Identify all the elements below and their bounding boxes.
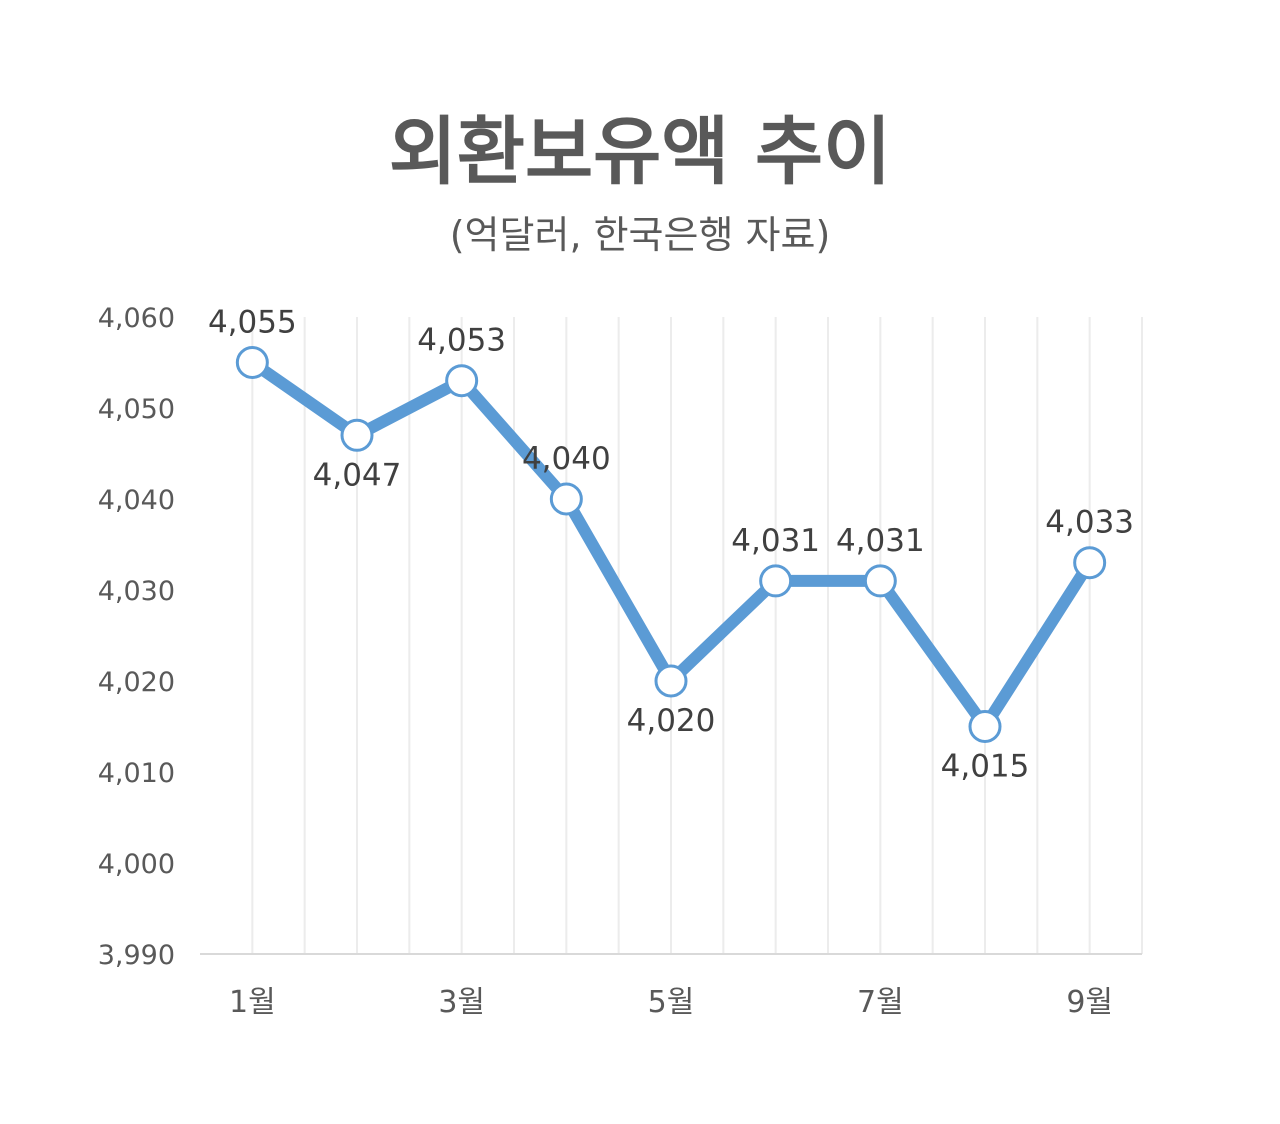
y-tick-label: 4,010 <box>98 758 175 789</box>
y-tick-label: 4,030 <box>98 576 175 607</box>
y-tick-label: 4,020 <box>98 667 175 698</box>
data-label: 4,040 <box>522 441 611 477</box>
x-tick-label: 1월 <box>229 985 276 1020</box>
y-tick-label: 3,990 <box>98 940 175 971</box>
y-tick-label: 4,060 <box>98 303 175 334</box>
chart-subtitle: (억달러, 한국은행 자료) <box>449 213 831 257</box>
data-point <box>235 346 269 379</box>
data-label: 4,031 <box>731 523 820 559</box>
data-label: 4,033 <box>1045 505 1134 541</box>
x-tick-label: 9월 <box>1066 985 1113 1020</box>
x-tick-label: 3월 <box>438 985 485 1020</box>
data-label: 4,020 <box>627 703 716 739</box>
data-label: 4,055 <box>208 305 297 341</box>
chart-title: 외환보유액 추이 <box>388 109 892 195</box>
y-tick-label: 4,000 <box>98 849 175 880</box>
x-tick-label: 7월 <box>857 985 904 1020</box>
data-label: 4,047 <box>313 457 402 493</box>
data-point <box>863 564 897 598</box>
data-point <box>1073 546 1107 580</box>
data-point <box>968 710 1002 743</box>
data-point <box>654 664 688 698</box>
y-tick-label: 4,040 <box>98 485 175 516</box>
data-label: 4,015 <box>941 749 1030 785</box>
data-label: 4,031 <box>836 523 925 559</box>
x-tick-label: 5월 <box>648 985 695 1020</box>
y-tick-label: 4,050 <box>98 394 175 425</box>
data-point <box>759 564 793 598</box>
data-label: 4,053 <box>417 323 506 359</box>
data-point <box>445 364 479 398</box>
data-point <box>340 418 374 452</box>
data-point <box>549 482 583 516</box>
